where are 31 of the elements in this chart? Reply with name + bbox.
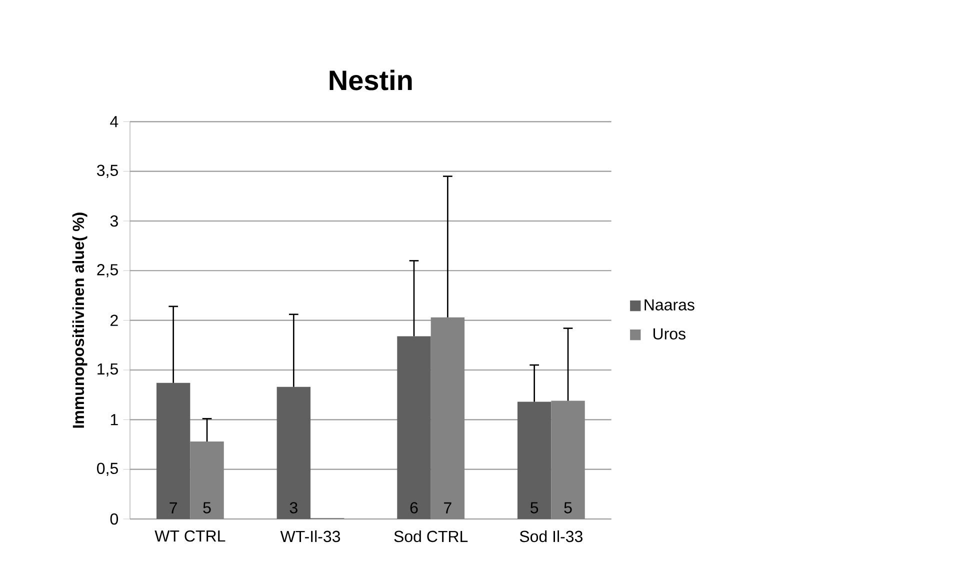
y-tick-label: 2,5	[97, 264, 118, 278]
annotation: 6	[410, 502, 418, 514]
x-tick-label: WT-Il-33	[280, 530, 340, 542]
y-tick-label: 3,5	[96, 164, 118, 178]
legend-label: Uros	[654, 328, 686, 340]
y-tick-label: 2	[110, 314, 118, 326]
y-axis-title: Immunopositiivinen alue( %)	[72, 212, 88, 428]
annotation: 7	[170, 502, 177, 514]
annotation: 5	[203, 502, 211, 514]
bar	[190, 442, 224, 519]
annotation: 7	[444, 502, 452, 514]
y-tick-label: 1	[110, 414, 118, 426]
bar	[276, 386, 311, 519]
x-tick-label: WT CTRL	[154, 530, 226, 542]
bar	[517, 402, 552, 519]
bar	[551, 400, 585, 519]
annotation: 5	[564, 502, 572, 514]
bar	[156, 382, 190, 519]
annotation: 5	[530, 502, 538, 514]
annotation: 3	[290, 502, 298, 514]
y-tick-label: 3	[110, 215, 118, 227]
y-tick-label: 0,5	[97, 462, 118, 476]
bar	[397, 336, 431, 519]
y-tick-label: 4	[110, 116, 118, 128]
x-tick-label: Sod CTRL	[394, 530, 468, 542]
y-tick-label: 0	[110, 513, 118, 525]
y-tick-label: 1,5	[98, 363, 118, 377]
bar	[430, 317, 465, 519]
chart-title: Nestin	[330, 70, 412, 90]
legend-label: Naaras	[644, 299, 694, 310]
x-tick-label: Sod Il-33	[520, 530, 582, 542]
